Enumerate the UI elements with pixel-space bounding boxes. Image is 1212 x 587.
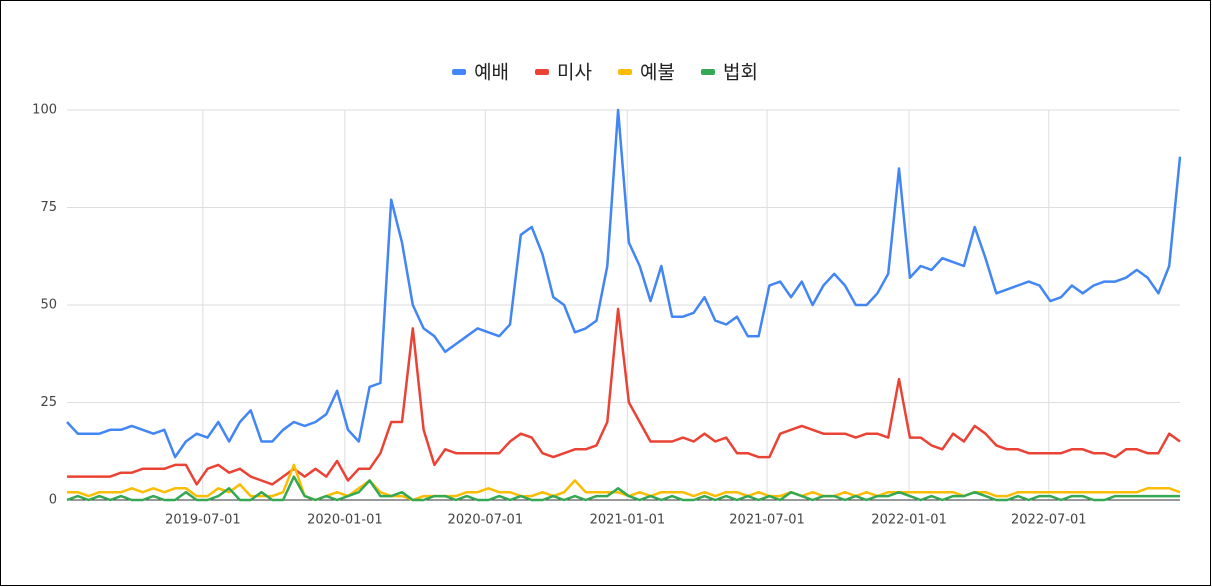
- grid: 0 25 50 75 100 2019-07-01 2020-01-01 2020-07-01…: [32, 103, 1180, 528]
- legend-swatch: [535, 69, 550, 75]
- x-tick-label: 2020-07-01: [448, 513, 524, 528]
- legend-label: 예배: [474, 62, 509, 84]
- legend-item: 법회: [700, 62, 758, 84]
- legend: 예배 미사 예불 법회: [452, 62, 758, 84]
- y-tick-label: 25: [40, 395, 57, 410]
- x-tick-label: 2021-07-01: [729, 513, 805, 528]
- series-line: [67, 463, 1181, 502]
- x-tick-label: 2022-07-01: [1011, 513, 1087, 528]
- legend-label: 미사: [557, 62, 592, 84]
- y-tick-label: 75: [40, 200, 57, 215]
- legend-item: 미사: [535, 62, 592, 84]
- series-line: [67, 307, 1181, 486]
- legend-item: 예배: [452, 62, 509, 84]
- y-tick-label: 100: [32, 103, 57, 118]
- y-tick-label: 50: [40, 298, 57, 313]
- legend-item: 예불: [618, 62, 675, 84]
- legend-label: 예불: [640, 62, 675, 84]
- legend-swatch: [618, 69, 632, 75]
- x-tick-label: 2021-01-01: [590, 513, 666, 528]
- legend-swatch: [452, 69, 467, 75]
- legend-label: 법회: [723, 62, 758, 84]
- x-tick-label: 2020-01-01: [307, 513, 383, 528]
- x-tick-label: 2019-07-01: [165, 513, 241, 528]
- x-tick-label: 2022-01-01: [871, 513, 947, 528]
- plot: [66, 108, 1182, 502]
- series-line: [66, 108, 1182, 459]
- series-line: [66, 475, 1180, 502]
- legend-swatch: [700, 69, 715, 75]
- y-tick-label: 0: [49, 493, 57, 508]
